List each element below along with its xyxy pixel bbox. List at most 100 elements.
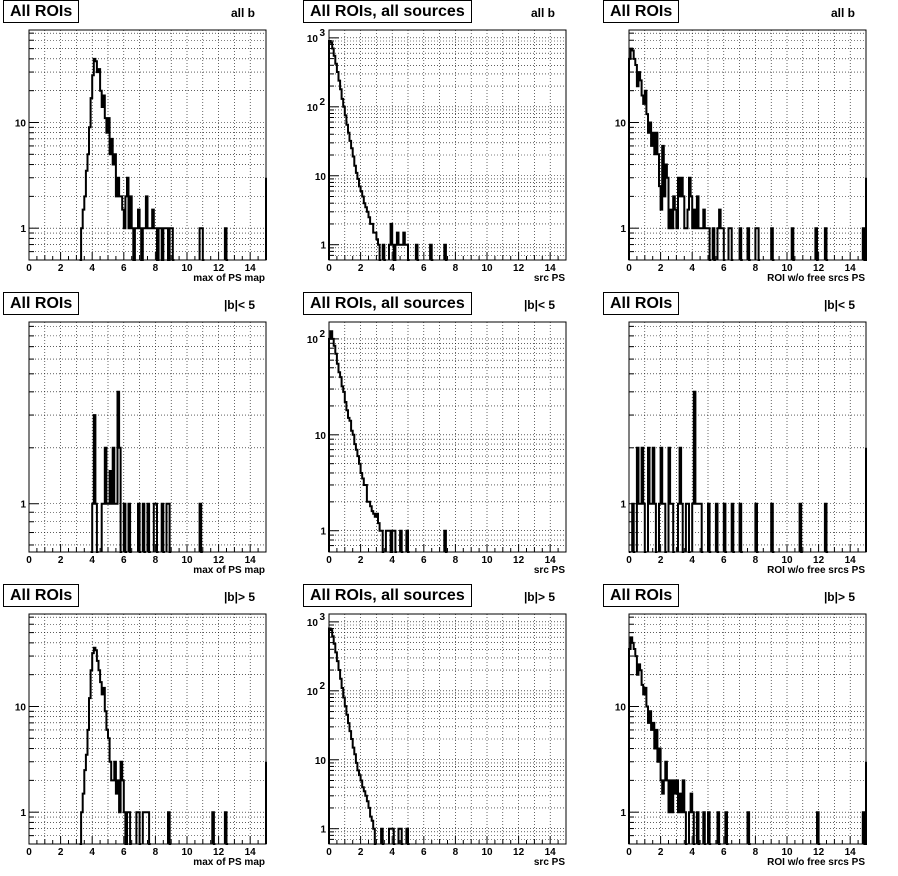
y-tick-label: 10 [615,702,627,713]
x-tick-label: 2 [358,847,364,858]
histogram-line [79,57,267,261]
x-tick-label: 4 [89,847,95,858]
panel-title: All ROIs, all sources [303,584,472,607]
x-tick-label: 14 [845,263,857,274]
x-axis-label: max of PS map [193,273,265,284]
x-tick-label: 4 [389,263,395,274]
latitude-cut-label: all b [230,6,255,20]
x-tick-label: 10 [781,263,793,274]
y-tick-exponent: 3 [319,612,325,623]
x-tick-label: 6 [421,263,427,274]
y-tick-label: 10 [307,687,319,698]
x-tick-label: 14 [545,847,557,858]
x-tick-label: 10 [481,847,493,858]
x-tick-label: 2 [358,555,364,566]
x-tick-label: 8 [453,847,459,858]
panel-title: All ROIs [603,292,680,315]
y-tick-exponent: 2 [319,329,325,340]
histogram-line [628,47,867,261]
x-tick-label: 6 [121,263,127,274]
y-tick-label: 10 [307,103,319,114]
x-tick-label: 0 [26,847,32,858]
x-tick-label: 4 [689,847,695,858]
x-tick-label: 8 [753,263,759,274]
x-tick-label: 0 [326,847,332,858]
latitude-cut-label: |b|> 5 [823,590,855,604]
panel-title: All ROIs [3,584,80,607]
y-tick-label: 10 [307,335,319,346]
histogram-plot: 0 2 4 6 8 10 12 14 1 10 [615,29,867,274]
x-tick-label: 4 [689,555,695,566]
histogram-panel-p33: 0 2 4 6 8 10 12 14 1 10 All ROIs |b|> 5 ROI w/o free… [600,584,898,876]
histogram-panel-p23: 0 2 4 6 8 10 12 14 1 All ROIs |b|< 5 ROI w/o free s… [600,292,898,584]
y-tick-label: 10 [15,118,27,129]
x-tick-label: 6 [421,555,427,566]
grid-lines [28,30,267,261]
latitude-cut-label: |b|> 5 [523,590,555,604]
x-tick-label: 14 [245,847,257,858]
x-tick-label: 10 [181,555,193,566]
histogram-plot: 0 2 4 6 8 10 12 14 1 10 [615,613,867,858]
x-tick-label: 12 [513,847,525,858]
x-tick-label: 2 [658,555,664,566]
x-axis-label: ROI w/o free srcs PS [767,857,865,868]
x-tick-label: 0 [26,555,32,566]
y-tick-label: 1 [20,808,26,819]
x-tick-label: 6 [421,847,427,858]
y-tick-label: 1 [620,808,626,819]
latitude-cut-label: |b|< 5 [223,298,255,312]
x-tick-label: 12 [213,847,225,858]
x-tick-label: 0 [626,263,632,274]
x-tick-label: 4 [89,263,95,274]
y-tick-label: 10 [307,618,319,629]
panel-title: All ROIs [3,0,80,23]
x-tick-label: 12 [213,555,225,566]
x-tick-label: 2 [358,263,364,274]
y-tick-label: 10 [15,702,27,713]
histogram-line [328,627,410,845]
x-tick-label: 6 [721,263,727,274]
y-tick-label: 1 [20,224,26,235]
x-axis-label: max of PS map [193,857,265,868]
histogram-panel-p32: 0 2 4 6 8 10 12 14 1 10 10 2 10 3 All ROIs, all source… [300,584,599,876]
y-tick-label: 10 [315,756,327,767]
y-tick-exponent: 2 [319,681,325,692]
x-tick-label: 2 [58,847,64,858]
x-tick-label: 8 [453,263,459,274]
histogram-panel-p12: 0 2 4 6 8 10 12 14 1 10 10 2 10 3 All ROIs, all source… [300,0,599,292]
x-tick-label: 8 [153,847,159,858]
histogram-line [90,390,203,553]
x-tick-label: 0 [626,555,632,566]
x-tick-label: 4 [89,555,95,566]
panel-title: All ROIs [3,292,80,315]
x-axis-label: src PS [533,565,565,576]
latitude-cut-label: all b [530,6,555,20]
x-tick-label: 4 [389,847,395,858]
latitude-cut-label: |b|< 5 [523,298,555,312]
latitude-cut-label: all b [830,6,855,20]
latitude-cut-label: |b|> 5 [223,590,255,604]
x-tick-label: 2 [658,847,664,858]
x-tick-label: 10 [181,847,193,858]
y-tick-label: 1 [20,500,26,511]
x-tick-label: 10 [781,847,793,858]
x-tick-label: 4 [389,555,395,566]
x-tick-label: 12 [813,555,825,566]
panel-title: All ROIs, all sources [303,292,472,315]
grid-lines [328,30,567,261]
x-tick-label: 14 [245,263,257,274]
histogram-line [328,40,448,261]
histogram-line [628,636,867,845]
x-tick-label: 6 [121,555,127,566]
histogram-panel-p21: 0 2 4 6 8 10 12 14 1 All ROIs |b|< 5 max of PS map [0,292,299,584]
x-tick-label: 14 [845,555,857,566]
x-tick-label: 8 [753,555,759,566]
x-tick-label: 10 [481,555,493,566]
x-tick-label: 0 [326,555,332,566]
histogram-line [79,646,267,845]
x-tick-label: 6 [721,555,727,566]
y-tick-label: 1 [620,500,626,511]
histogram-plot: 0 2 4 6 8 10 12 14 1 [20,321,267,566]
